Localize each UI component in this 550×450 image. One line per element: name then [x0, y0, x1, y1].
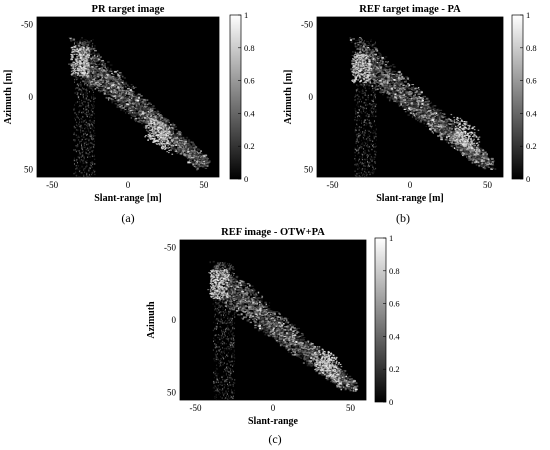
- y-tick-label: 0: [309, 92, 314, 102]
- y-tick-label: -50: [301, 19, 313, 29]
- colorbar-tick-label: 0.6: [526, 76, 537, 86]
- colorbar: [511, 14, 524, 180]
- x-tick-label: 0: [271, 403, 276, 413]
- panel-label: (a): [121, 211, 134, 225]
- colorbar-tick-label: 0: [244, 174, 248, 184]
- sar-image: [349, 36, 497, 177]
- colorbar-tick-label: 0.2: [389, 364, 400, 374]
- y-tick-label: -50: [164, 242, 176, 252]
- panel-label: (c): [268, 432, 281, 446]
- colorbar-tick-label: 1: [389, 233, 393, 243]
- chart-panel-3: REF image - OTW+PA -50 0 50 -50 0 50 Slant-rang…: [146, 227, 400, 446]
- colorbar-tick-label: 0.2: [244, 141, 255, 151]
- colorbar-tick-label: 0: [526, 174, 530, 184]
- x-tick-label: -50: [327, 180, 339, 190]
- panel-label: (b): [396, 211, 410, 225]
- y-axis-label: Azimuth [m]: [3, 70, 14, 125]
- x-axis-label: Slant-range [m]: [94, 193, 162, 204]
- colorbar-tick-label: 0.2: [526, 141, 537, 151]
- x-tick-label: 50: [199, 180, 209, 190]
- colorbar: [374, 237, 387, 403]
- x-tick-label: 50: [483, 180, 493, 190]
- x-axis-label: Slant-range: [248, 416, 299, 427]
- colorbar-tick-label: 0.6: [389, 299, 400, 309]
- y-tick-label: 0: [172, 315, 177, 325]
- colorbar: [229, 14, 242, 180]
- chart-panel-1: PR target image -50 0 50 -50 0 50 Slant-range […: [3, 4, 255, 225]
- colorbar-tick-label: 1: [244, 10, 248, 20]
- sar-image: [68, 37, 211, 177]
- x-tick-label: 0: [126, 180, 131, 190]
- y-tick-label: 50: [24, 165, 34, 175]
- colorbar-tick-label: 0.8: [389, 266, 400, 276]
- colorbar-tick-label: 0.4: [244, 108, 255, 118]
- x-tick-label: -50: [46, 180, 58, 190]
- y-tick-label: 50: [304, 165, 314, 175]
- x-tick-label: 50: [346, 403, 356, 413]
- x-tick-label: 0: [408, 180, 413, 190]
- y-axis-label: Azimuth: [146, 301, 157, 339]
- x-tick-label: -50: [190, 403, 202, 413]
- colorbar-tick-label: 0.8: [526, 43, 537, 53]
- chart-title: REF image - OTW+PA: [221, 227, 325, 238]
- x-axis-label: Slant-range [m]: [376, 193, 444, 204]
- chart-title: PR target image: [92, 4, 165, 15]
- chart-panel-2: REF target image - PA -50 0 50 -50 0 50 Slant-r…: [283, 4, 537, 225]
- colorbar-tick-label: 0.8: [244, 43, 255, 53]
- colorbar-tick-label: 1: [526, 10, 530, 20]
- y-tick-label: 0: [29, 92, 34, 102]
- colorbar-tick-label: 0.6: [244, 76, 255, 86]
- y-tick-label: 50: [167, 388, 177, 398]
- colorbar-tick-label: 0.4: [526, 108, 537, 118]
- colorbar-tick-label: 0: [389, 397, 393, 407]
- colorbar-tick-label: 0.4: [389, 331, 400, 341]
- sar-image: [207, 260, 359, 400]
- y-tick-label: -50: [21, 19, 33, 29]
- chart-title: REF target image - PA: [359, 4, 461, 15]
- y-axis-label: Azimuth [m]: [283, 70, 294, 125]
